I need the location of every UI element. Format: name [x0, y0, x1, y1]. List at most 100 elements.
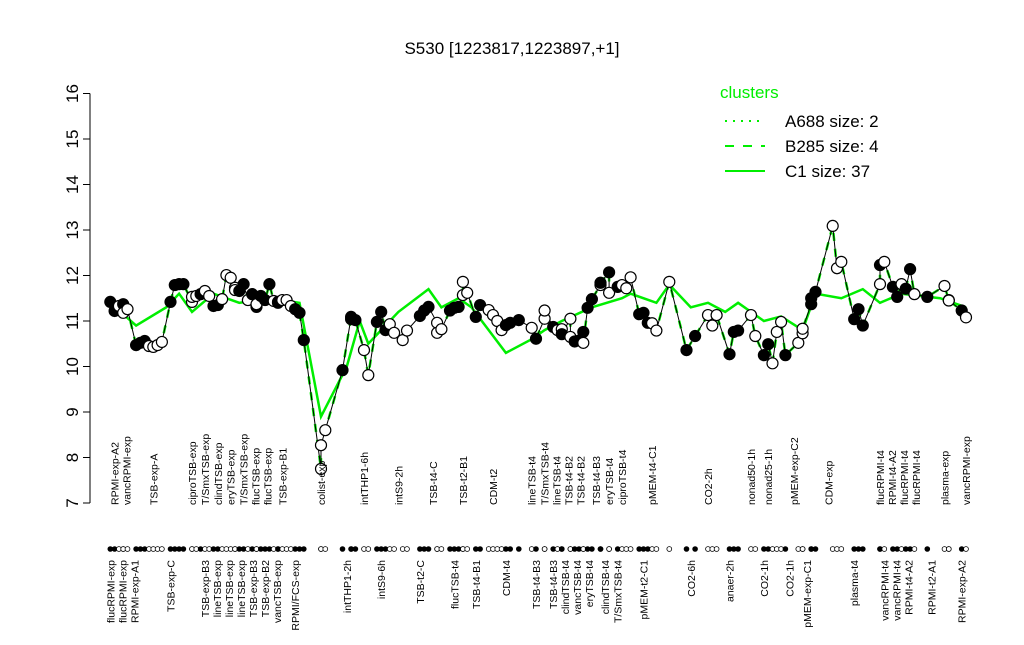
- x-label-bottom: flucRPMI-exp: [105, 560, 117, 623]
- strip-dot: [911, 546, 918, 552]
- data-point: [650, 324, 663, 337]
- data-point: [908, 288, 921, 301]
- data-point: [388, 326, 401, 339]
- strip-dot: [507, 546, 514, 552]
- x-label-top: TSB-t4-C: [428, 461, 440, 505]
- x-label-bottom: anaer-2h: [725, 560, 737, 602]
- strip-dot: [515, 546, 522, 552]
- data-point: [456, 275, 469, 288]
- x-label-top: RPMI-exp-A2: [110, 442, 122, 505]
- y-tick-label: 9: [63, 407, 82, 416]
- data-point: [688, 329, 702, 343]
- x-label-top: T/SmxTSB-exp: [239, 434, 251, 505]
- strip-dot: [464, 546, 471, 552]
- x-label-top: ciproTSB-t4: [617, 449, 629, 505]
- data-point: [314, 462, 328, 475]
- data-point: [602, 266, 616, 279]
- legend-label-c1: C1 size: 37: [785, 162, 870, 181]
- strip-dot: [425, 546, 432, 552]
- data-point: [663, 275, 676, 288]
- y-tick-label: 15: [63, 130, 82, 149]
- x-label-top: TSB-t4-B2: [576, 456, 588, 505]
- x-label-bottom: CDM-t4: [501, 560, 513, 596]
- x-label-top: eryTSB-t4: [604, 458, 616, 505]
- strip-dot: [859, 546, 866, 552]
- data-point: [873, 278, 887, 291]
- data-point: [319, 424, 332, 437]
- x-label-top: CO2-2h: [703, 468, 715, 505]
- data-point: [336, 364, 349, 377]
- data-point: [314, 439, 328, 452]
- y-tick-label: 10: [63, 357, 82, 376]
- data-point: [835, 255, 848, 268]
- x-label-top: TSB-t4-B2: [564, 456, 576, 505]
- strip-dot: [541, 546, 548, 552]
- legend-label-b285: B285 size: 4: [785, 137, 879, 156]
- x-label-bottom: TSB-exp-B3: [200, 560, 212, 617]
- data-point: [942, 294, 955, 307]
- x-label-bottom: vancTSB-t4: [572, 560, 584, 615]
- x-label-top: TSB-exp-B1: [277, 448, 289, 505]
- x-label-bottom: TSB-t4-B3: [548, 560, 560, 609]
- data-point: [564, 312, 577, 325]
- x-label-bottom: lineTSB-exp: [212, 560, 224, 617]
- legend: clusters A688 size: 2 B285 size: 4 C1 si…: [720, 83, 879, 181]
- x-label-top: clindTSB-exp: [213, 442, 225, 505]
- x-label-bottom: vancRPMI-t4: [879, 560, 891, 621]
- data-point: [155, 335, 168, 349]
- strip-dot: [533, 546, 539, 552]
- x-label-bottom: T/SmxTSB-t4: [613, 560, 625, 623]
- strip-dot: [477, 546, 483, 552]
- data-point: [706, 319, 719, 332]
- x-label-top: pMEM-exp-C2: [789, 437, 801, 505]
- data-point: [796, 322, 809, 335]
- strip-dot: [627, 546, 634, 552]
- data-point: [164, 295, 177, 308]
- x-label-top: CDM-exp: [823, 461, 835, 505]
- x-label-bottom: pMEM-exp-C1: [802, 560, 814, 628]
- strip-dot: [666, 546, 673, 552]
- x-label-bottom: CO2-1h: [759, 560, 771, 597]
- x-label-top: nonad50-1h: [746, 449, 758, 505]
- x-label-top: intTHP1-6h: [359, 452, 371, 505]
- x-label-bottom: TSB-t4-B1: [471, 560, 483, 609]
- data-point: [370, 315, 383, 329]
- strip-dot: [735, 546, 741, 552]
- data-point: [848, 313, 861, 326]
- y-tick-label: 7: [63, 498, 82, 507]
- strip-dot: [322, 546, 329, 552]
- data-point: [744, 308, 758, 322]
- x-label-top: lineTSB-t4: [552, 456, 564, 505]
- data-point: [512, 313, 525, 327]
- data-point: [452, 300, 465, 313]
- strip-dot: [606, 546, 612, 552]
- legend-title: clusters: [720, 83, 779, 102]
- strip-dot: [124, 546, 131, 552]
- strip-dot: [300, 546, 307, 552]
- x-label-top: TSB-exp-A: [148, 454, 160, 505]
- data-point: [723, 348, 736, 361]
- strip-dot: [782, 546, 789, 552]
- data-point: [349, 313, 362, 327]
- x-label-bottom: vancTSB-exp: [272, 560, 284, 623]
- x-label-top: flucRPMI-t4: [899, 450, 911, 505]
- sample-dot-strip: [107, 546, 969, 552]
- data-point: [216, 293, 229, 306]
- strip-dot: [352, 546, 359, 552]
- x-label-top: flucRPMI-t4: [875, 450, 887, 505]
- data-point: [637, 306, 650, 319]
- data-point: [903, 263, 917, 276]
- data-point: [525, 321, 538, 334]
- x-label-top: lineTSB-t4: [527, 456, 539, 505]
- data-point: [826, 219, 839, 233]
- x-labels: RPMI-exp-A2 vancRPMI-exp TSB-exp-A ciproTSB…: [105, 434, 973, 631]
- x-label-bottom: intS9-6h: [376, 560, 388, 599]
- data-point: [177, 278, 190, 291]
- strip-dot: [159, 546, 165, 552]
- strip-dot: [812, 546, 819, 552]
- x-label-top: pMEM-t4-C1: [647, 445, 659, 505]
- data-point: [121, 303, 134, 316]
- strip-dot: [438, 546, 445, 552]
- strip-dot: [558, 546, 565, 552]
- strip-dot: [339, 546, 346, 552]
